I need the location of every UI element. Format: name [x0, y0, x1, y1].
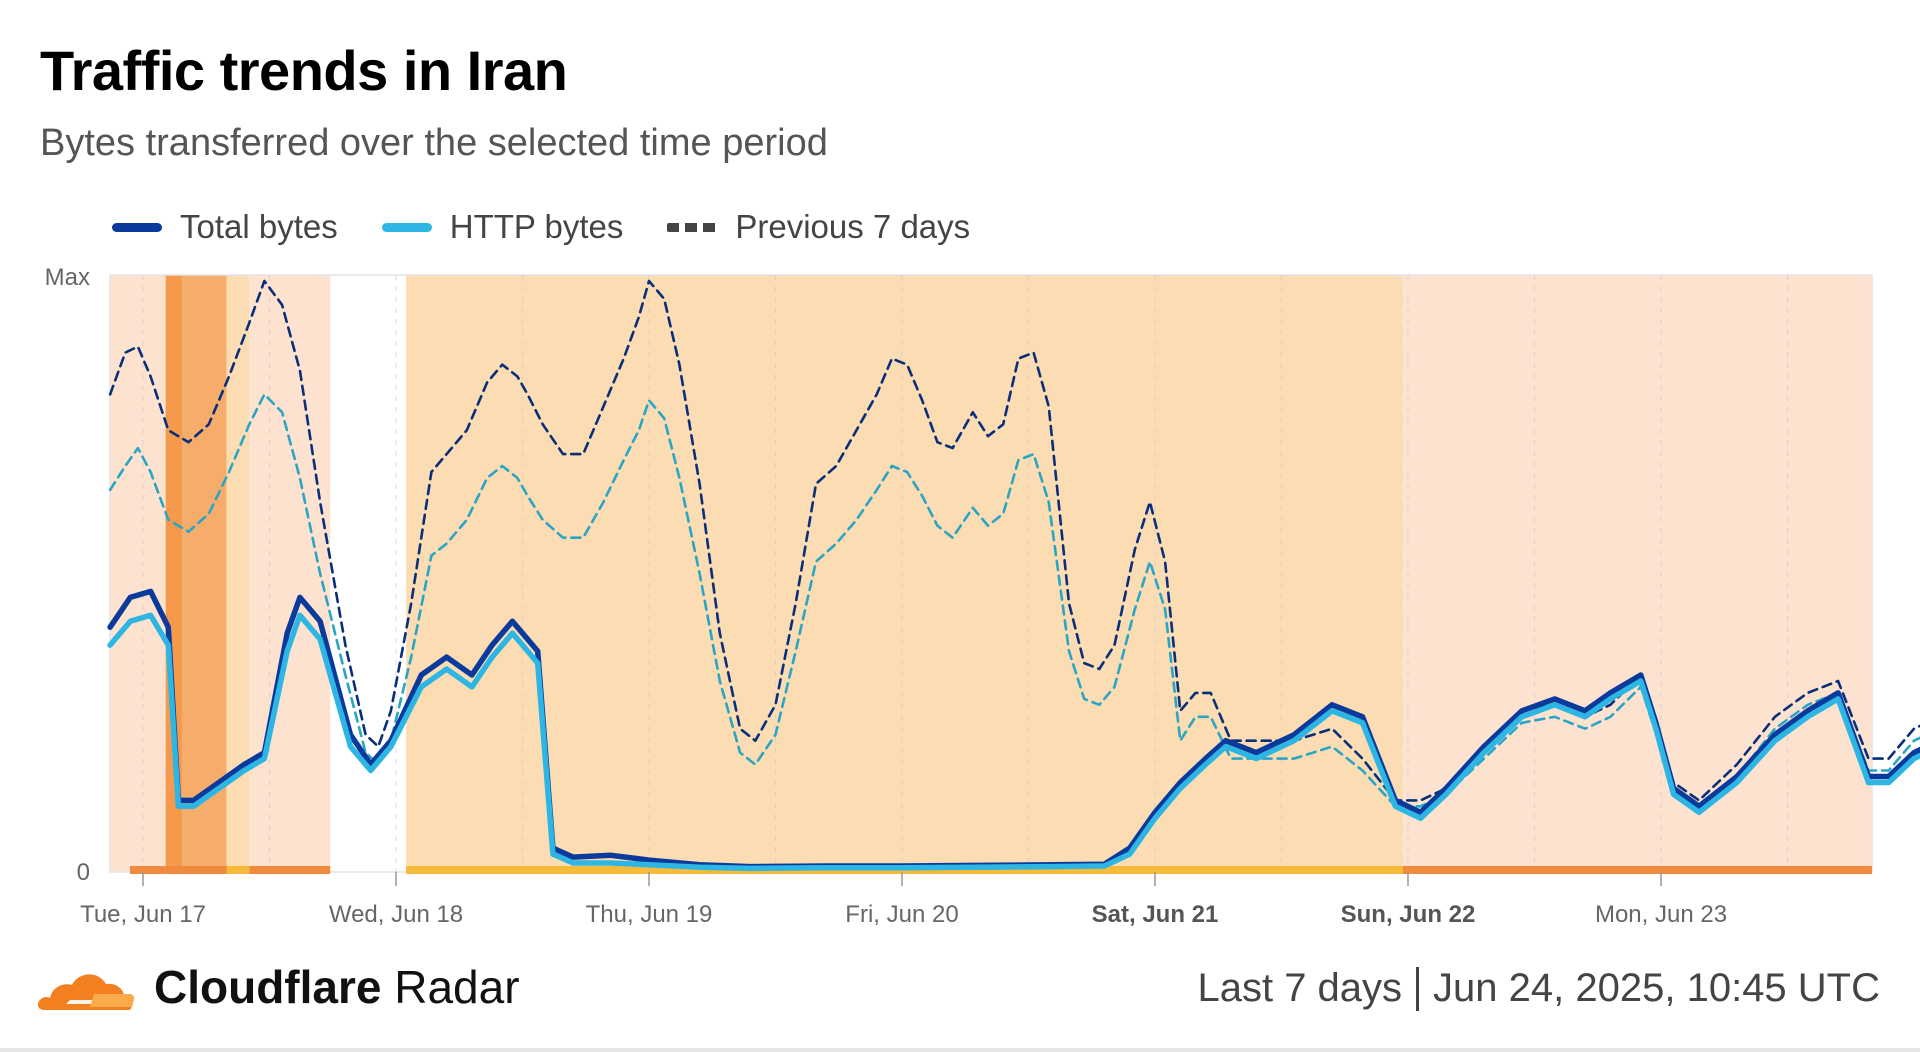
timeframe-info: Last 7 days Jun 24, 2025, 10:45 UTC: [1197, 966, 1880, 1011]
series-line-total-bytes: [107, 588, 1920, 870]
x-tick-label: Sat, Jun 21: [1092, 901, 1219, 928]
timestamp-label: Jun 24, 2025, 10:45 UTC: [1433, 966, 1880, 1010]
traffic-chart: Max 0 Tue, Jun 17 Wed, Jun 18 Thu, Jun 19 Fri…: [45, 264, 1920, 928]
x-tick-label: Thu, Jun 19: [586, 901, 713, 928]
cloudflare-radar-logo[interactable]: Cloudflare Radar: [36, 960, 520, 1014]
annotation-band: [249, 275, 331, 872]
x-tick-label: Fri, Jun 20: [845, 901, 958, 928]
annotation-band-edge: [165, 275, 182, 872]
y-tick-label: Max: [45, 264, 90, 291]
legend-item-previous[interactable]: Previous 7 days: [667, 208, 970, 246]
annotation-band: [110, 275, 166, 872]
status-bar: [165, 866, 227, 874]
series-line-http-bytes: [107, 612, 1920, 872]
brand-name: Cloudflare Radar: [154, 961, 520, 1013]
legend-item-total[interactable]: Total bytes: [112, 208, 338, 246]
page-subtitle: Bytes transferred over the selected time…: [40, 122, 828, 164]
status-bar: [249, 866, 331, 874]
status-bar: [1402, 866, 1872, 874]
legend-label-http: HTTP bytes: [449, 208, 624, 245]
legend-label-previous: Previous 7 days: [735, 208, 971, 245]
separator: [1416, 966, 1420, 1011]
legend-label-total: Total bytes: [180, 208, 338, 245]
annotation-band: [1402, 275, 1872, 872]
chart-legend: Total bytes HTTP bytes Previous 7 days: [112, 208, 970, 246]
annotation-band: [226, 275, 250, 872]
x-tick-label: Sun, Jun 22: [1341, 901, 1476, 928]
range-label: Last 7 days: [1197, 966, 1403, 1010]
bottom-rule: [0, 1048, 1920, 1052]
annotation-band: [406, 275, 1403, 872]
y-tick-label: 0: [77, 859, 90, 886]
cloudflare-cloud-icon: [37, 974, 135, 1010]
legend-swatch-http: [381, 222, 432, 232]
legend-swatch-previous: [667, 222, 718, 232]
x-tick-label: Wed, Jun 18: [329, 901, 463, 928]
status-bar: [130, 866, 166, 874]
page-title: Traffic trends in Iran: [40, 39, 568, 102]
legend-item-http[interactable]: HTTP bytes: [381, 208, 624, 246]
x-tick-label: Tue, Jun 17: [80, 901, 206, 928]
legend-swatch-total: [112, 222, 162, 232]
status-bar: [226, 866, 250, 874]
x-tick-label: Mon, Jun 23: [1595, 901, 1727, 928]
